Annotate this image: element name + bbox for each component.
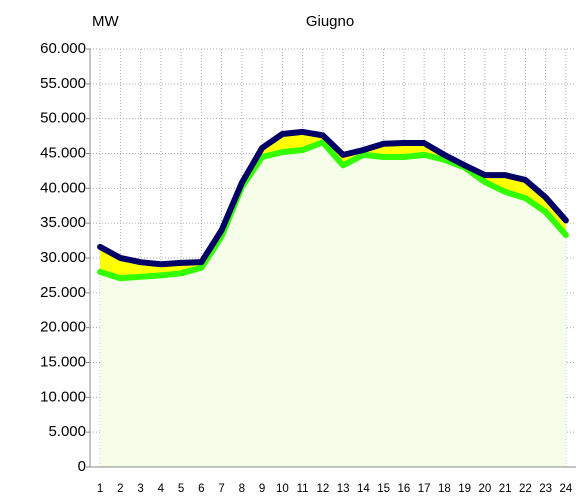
y-tick-label: 0 — [78, 458, 86, 475]
y-tick-label: 40.000 — [40, 179, 86, 196]
x-tick-label: 24 — [559, 483, 572, 495]
x-tick-label: 13 — [337, 483, 350, 495]
chart-title: Giugno — [306, 13, 354, 30]
x-tick-label: 16 — [397, 483, 410, 495]
x-tick-label: 4 — [158, 483, 165, 495]
x-tick-label: 20 — [478, 483, 491, 495]
x-tick-label: 17 — [418, 483, 431, 495]
x-tick-label: 3 — [137, 483, 143, 495]
y-tick-label: 50.000 — [40, 110, 86, 127]
x-tick-label: 15 — [377, 483, 390, 495]
y-tick-label: 15.000 — [40, 353, 86, 370]
y-tick-label: 25.000 — [40, 284, 86, 301]
x-tick-label: 23 — [539, 483, 552, 495]
x-tick-label: 5 — [178, 483, 184, 495]
x-tick-label: 12 — [316, 483, 329, 495]
x-tick-label: 22 — [519, 483, 532, 495]
y-tick-label: 35.000 — [40, 214, 86, 231]
y-axis-label: MW — [92, 13, 119, 30]
area — [100, 142, 566, 467]
x-tick-label: 11 — [297, 483, 309, 495]
x-tick-label: 1 — [97, 483, 103, 495]
y-tick-label: 5.000 — [48, 423, 86, 440]
x-tick-label: 2 — [117, 483, 123, 495]
y-tick-label: 10.000 — [40, 388, 86, 405]
x-tick-label: 9 — [259, 483, 265, 495]
y-tick-label: 20.000 — [40, 319, 86, 336]
x-tick-label: 21 — [499, 483, 512, 495]
x-tick-label: 8 — [239, 483, 245, 495]
series-line — [97, 128, 569, 268]
y-tick-label: 30.000 — [40, 249, 86, 266]
x-tick-label: 10 — [276, 483, 289, 495]
y-tick-label: 55.000 — [40, 75, 86, 92]
x-tick-label: 14 — [357, 483, 370, 495]
series-line — [97, 139, 569, 282]
x-tick-label: 7 — [218, 483, 224, 495]
x-tick-label: 6 — [198, 483, 204, 495]
y-tick-label: 45.000 — [40, 144, 86, 161]
y-tick-label: 60.000 — [40, 40, 86, 57]
x-tick-label: 19 — [458, 483, 471, 495]
x-tick-label: 18 — [438, 483, 451, 495]
